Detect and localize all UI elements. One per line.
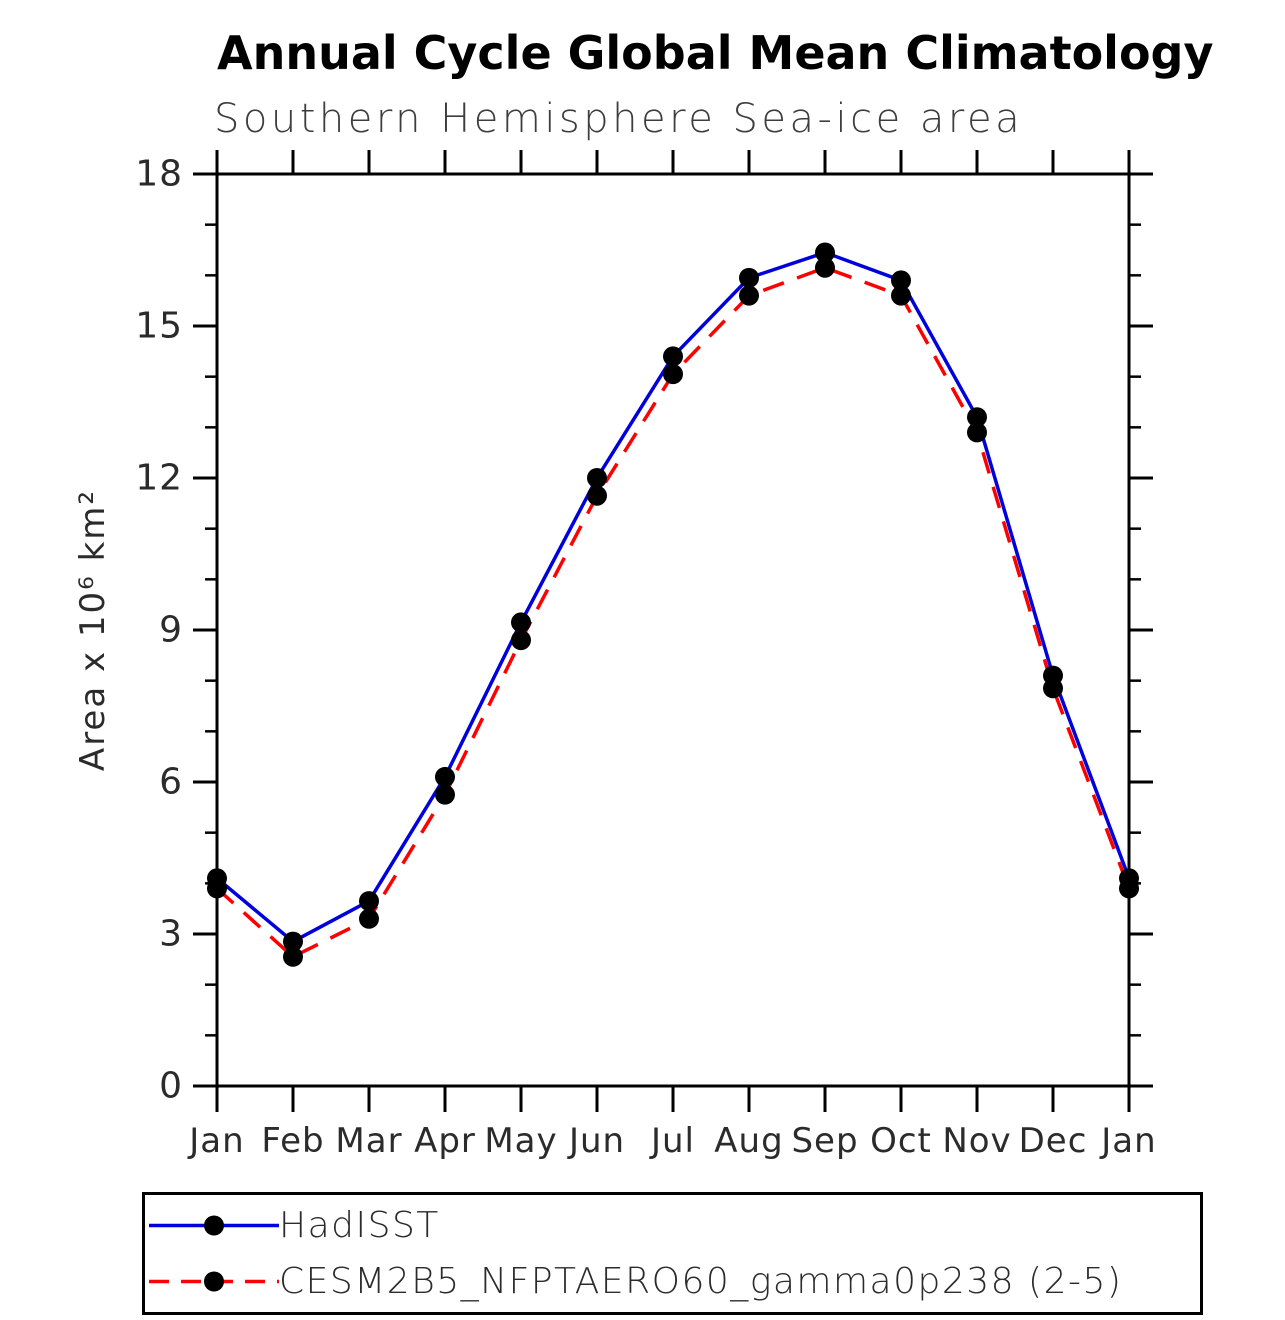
x-tick-label: May (484, 1121, 557, 1161)
data-point-marker (587, 485, 607, 506)
x-tick-label: Mar (335, 1121, 402, 1161)
x-tick-label: Feb (261, 1121, 324, 1161)
data-point-marker (283, 946, 303, 967)
data-point-marker (359, 891, 379, 912)
data-point-marker (511, 630, 531, 651)
plot-frame (215, 172, 1131, 1088)
x-tick-label: Jan (1099, 1121, 1156, 1161)
legend-label: CESM2B5_NFPTAERO60_gamma0p238 (2-5) (279, 1261, 1123, 1303)
data-point-marker (207, 878, 227, 899)
data-point-marker (663, 364, 683, 385)
data-point-marker (435, 766, 455, 787)
data-point-marker (891, 270, 911, 291)
x-tick-label: Aug (714, 1121, 783, 1161)
legend-label: HadISST (279, 1204, 440, 1246)
chart-subtitle: Southern Hemisphere Sea-ice area (214, 96, 1024, 142)
x-tick-label: Jul (649, 1121, 695, 1161)
y-tick-label: 9 (159, 610, 183, 651)
legend-row: CESM2B5_NFPTAERO60_gamma0p238 (2-5) (145, 1254, 1200, 1309)
data-point-marker (815, 242, 835, 263)
data-point-marker (815, 257, 835, 278)
data-point-marker (967, 422, 987, 443)
legend-marker-dot (204, 1215, 224, 1236)
legend-line-sample (149, 1215, 279, 1236)
x-tick-label: Nov (942, 1121, 1011, 1161)
chart-title: Annual Cycle Global Mean Climatology (217, 26, 1214, 80)
data-point-marker (1043, 678, 1063, 699)
data-point-marker (891, 285, 911, 306)
data-point-marker (967, 407, 987, 428)
y-tick-label: 3 (159, 914, 183, 955)
y-tick-label: 0 (159, 1066, 183, 1107)
data-point-marker (587, 468, 607, 488)
data-point-marker (739, 267, 759, 288)
data-point-marker (1119, 878, 1139, 899)
data-point-marker (283, 931, 303, 952)
y-axis-title: Area x 10⁶ km² (73, 489, 113, 771)
plot-area: Jan Feb Mar Apr May Jun Jul Aug Sep Oct Nov Dec Jan0… (73, 150, 1156, 1161)
legend-marker-dot (204, 1271, 224, 1292)
data-point-marker (663, 346, 683, 367)
y-tick-label: 12 (135, 458, 183, 499)
data-point-marker (511, 612, 531, 633)
x-tick-label: Sep (791, 1121, 858, 1161)
y-tick-label: 18 (135, 154, 183, 195)
y-tick-label: 6 (159, 762, 183, 803)
x-tick-label: Apr (414, 1121, 476, 1161)
x-tick-label: Jun (567, 1121, 625, 1161)
y-tick-label: 15 (135, 306, 183, 347)
x-tick-label: Oct (870, 1121, 932, 1161)
data-point-marker (435, 784, 455, 805)
legend-row: HadISST (145, 1198, 1200, 1253)
data-point-marker (359, 908, 379, 929)
legend-box: HadISST CESM2B5_NFPTAERO60_gamma0p238 (2-… (142, 1192, 1203, 1315)
x-tick-label: Dec (1019, 1121, 1088, 1161)
x-tick-label: Jan (187, 1121, 244, 1161)
data-point-marker (739, 285, 759, 306)
legend-line-sample (149, 1271, 279, 1292)
